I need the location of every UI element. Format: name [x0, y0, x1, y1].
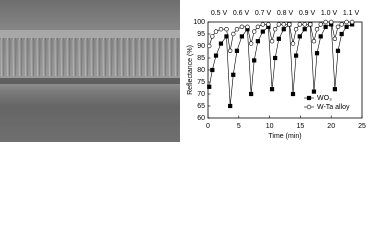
- y-tick-label: 70: [197, 91, 205, 98]
- data-point: [339, 22, 344, 27]
- data-point: [272, 27, 278, 32]
- x-tick-label: 20: [327, 123, 335, 130]
- data-point: [323, 24, 328, 29]
- data-point: [349, 19, 355, 25]
- data-point: [255, 24, 261, 29]
- data-point: [297, 22, 302, 27]
- y-tick-label: 65: [197, 103, 205, 110]
- data-point: [239, 24, 245, 29]
- figure: Reflectance (%) Time (min) 60 65 70 75 80 85 9…: [0, 0, 366, 142]
- series-line: [208, 23, 353, 107]
- y-tick-label: 95: [197, 31, 205, 38]
- legend-label: W-Ta alloy: [317, 104, 350, 111]
- data-point: [318, 22, 323, 27]
- data-point: [255, 39, 260, 44]
- data-point: [224, 34, 229, 39]
- y-tick-label: 75: [197, 79, 205, 86]
- data-point: [224, 27, 229, 32]
- data-point: [260, 22, 266, 27]
- data-point: [302, 27, 307, 32]
- data-point: [218, 41, 224, 46]
- y-tick-label: 85: [197, 55, 205, 62]
- legend-marker: [306, 95, 312, 101]
- data-point: [276, 22, 282, 27]
- y-tick-label: 100: [193, 19, 205, 26]
- x-tick-label: 5: [237, 123, 241, 130]
- data-point: [335, 48, 341, 53]
- data-point: [314, 27, 320, 32]
- y-tick-label: 90: [197, 43, 205, 50]
- data-point: [234, 48, 240, 53]
- data-point: [210, 34, 215, 39]
- data-point: [252, 29, 257, 34]
- voltage-label: 1.1 V: [343, 10, 360, 17]
- data-point: [290, 41, 296, 46]
- voltage-label: 0.5 V: [211, 10, 228, 17]
- data-point: [332, 87, 337, 92]
- y-tick-label: 60: [197, 115, 205, 122]
- data-point: [210, 67, 215, 73]
- y-tick-label: 80: [197, 67, 205, 74]
- data-point: [293, 53, 299, 58]
- x-tick-label: 10: [266, 123, 274, 130]
- page: {"chart_data": {"type": "line", "x": [0.…: [0, 0, 366, 142]
- data-point: [335, 24, 341, 29]
- x-tick-label: 15: [297, 123, 305, 130]
- data-point: [218, 27, 224, 32]
- voltage-label: 1.0 V: [321, 10, 338, 17]
- data-point: [234, 27, 240, 32]
- data-point: [213, 53, 219, 58]
- legend-label: WO₃: [317, 95, 332, 102]
- data-point: [318, 34, 323, 39]
- data-point: [269, 38, 275, 44]
- data-point: [207, 43, 212, 49]
- legend-marker: [306, 104, 312, 110]
- data-point: [228, 103, 233, 109]
- data-point: [213, 29, 219, 34]
- voltage-label: 0.7 V: [255, 10, 272, 17]
- data-point: [302, 22, 307, 27]
- data-point: [329, 19, 334, 25]
- data-point: [281, 27, 286, 32]
- voltage-label: 0.9 V: [299, 10, 316, 17]
- x-tick-label: 0: [206, 123, 210, 130]
- data-point: [239, 34, 244, 39]
- data-point: [207, 84, 212, 89]
- data-point: [227, 48, 233, 53]
- x-axis-title: Time (min): [268, 133, 301, 140]
- data-point: [293, 27, 299, 32]
- data-point: [287, 22, 292, 27]
- data-point: [273, 55, 278, 61]
- data-point: [339, 31, 344, 37]
- data-point: [266, 22, 271, 27]
- data-point: [311, 89, 317, 94]
- data-point: [323, 19, 328, 25]
- data-point: [314, 51, 320, 56]
- data-point: [297, 34, 302, 39]
- data-point: [276, 36, 281, 41]
- data-point: [344, 19, 349, 25]
- data-point: [281, 22, 286, 27]
- sem-image: [0, 0, 180, 142]
- data-point: [290, 91, 296, 97]
- x-tick-label: 25: [358, 123, 366, 130]
- data-point: [269, 87, 275, 92]
- data-point: [308, 22, 313, 27]
- voltage-label: 0.6 V: [233, 10, 250, 17]
- data-point: [344, 24, 349, 29]
- data-point: [231, 72, 236, 77]
- data-point: [311, 38, 317, 44]
- voltage-label: 0.8 V: [277, 10, 294, 17]
- data-point: [248, 41, 254, 46]
- data-point: [245, 24, 250, 29]
- y-axis-title: Reflectance (%): [187, 45, 194, 95]
- data-point: [252, 58, 257, 63]
- data-point: [231, 31, 236, 37]
- data-point: [332, 36, 338, 41]
- data-point: [249, 91, 254, 97]
- data-point: [260, 29, 265, 34]
